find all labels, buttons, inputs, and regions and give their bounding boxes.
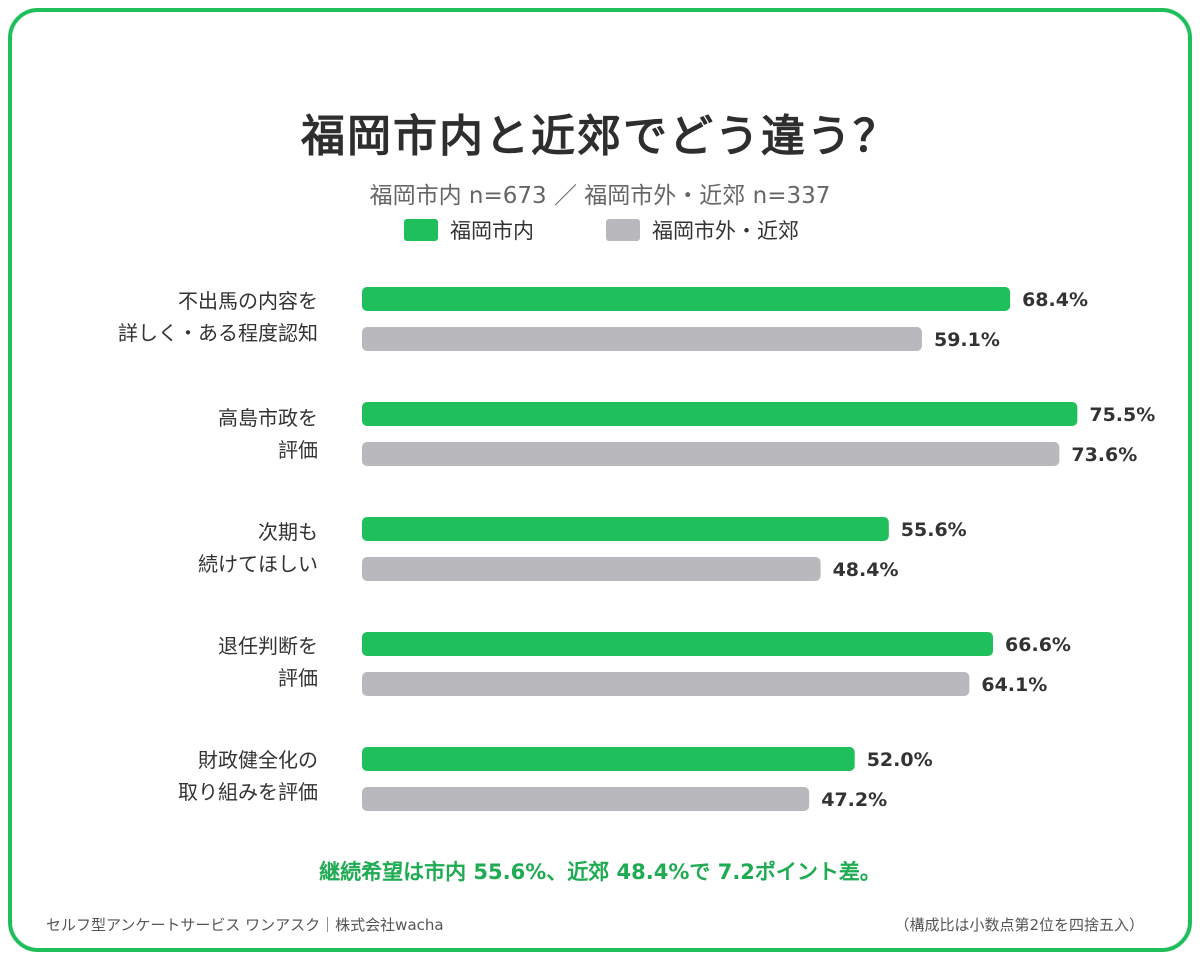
category-label-awareness: 不出馬の内容を 詳しく・ある程度認知 xyxy=(18,285,318,349)
category-label-line: 退任判断を xyxy=(218,634,318,658)
bar-outside-suburbs-0 xyxy=(362,327,922,351)
category-label-line: 詳しく・ある程度認知 xyxy=(118,321,318,345)
bar-fukuoka-city-4 xyxy=(362,747,855,771)
value-label-fukuoka-city-1: 75.5% xyxy=(1089,404,1155,426)
bar-outside-suburbs-2 xyxy=(362,557,821,581)
legend-label-fukuoka-city: 福岡市内 xyxy=(450,219,534,243)
bar-fukuoka-city-2 xyxy=(362,517,889,541)
category-label-line: 不出馬の内容を xyxy=(178,289,318,313)
bar-fukuoka-city-3 xyxy=(362,632,994,656)
category-label-line: 続けてほしい xyxy=(198,552,318,576)
value-label-fukuoka-city-2: 55.6% xyxy=(901,519,967,541)
legend-label-outside-suburbs: 福岡市外・近郊 xyxy=(652,219,799,243)
footer-credit: セルフ型アンケートサービス ワンアスク｜株式会社wacha xyxy=(46,916,444,934)
bar-outside-suburbs-1 xyxy=(362,442,1060,466)
legend-item-outside-suburbs: 福岡市外・近郊 xyxy=(606,216,799,244)
chart-footnote: 継続希望は市内 55.6%、近郊 48.4%で 7.2ポイント差。 xyxy=(319,860,881,884)
bar-fukuoka-city-1 xyxy=(362,402,1078,426)
value-label-outside-suburbs-4: 47.2% xyxy=(821,789,887,811)
footer-rounding-note: （構成比は小数点第2位を四捨五入） xyxy=(894,916,1144,934)
category-label-line: 財政健全化の xyxy=(198,748,318,772)
value-label-outside-suburbs-3: 64.1% xyxy=(981,674,1047,696)
category-label-line: 高島市政を xyxy=(218,406,318,430)
chart-title: 福岡市内と近郊でどう違う？ xyxy=(301,111,899,162)
category-label-line: 評価 xyxy=(278,666,318,690)
bar-outside-suburbs-4 xyxy=(362,787,810,811)
value-label-fukuoka-city-4: 52.0% xyxy=(867,749,933,771)
value-label-outside-suburbs-0: 59.1% xyxy=(934,329,1000,351)
category-label-evaluate-administration: 高島市政を 評価 xyxy=(18,402,318,466)
category-label-continue: 次期も 続けてほしい xyxy=(18,516,318,580)
legend-swatch-outside-suburbs xyxy=(606,219,640,241)
category-label-line: 取り組みを評価 xyxy=(178,780,318,804)
chart-subtitle: 福岡市内 n=673 ／ 福岡市外・近郊 n=337 xyxy=(369,183,831,209)
category-label-fiscal-health: 財政健全化の 取り組みを評価 xyxy=(18,744,318,808)
category-label-line: 次期も xyxy=(258,520,318,544)
legend-swatch-fukuoka-city xyxy=(404,219,438,241)
bar-fukuoka-city-0 xyxy=(362,287,1011,311)
value-label-outside-suburbs-2: 48.4% xyxy=(833,559,899,581)
bar-outside-suburbs-3 xyxy=(362,672,970,696)
legend-item-fukuoka-city: 福岡市内 xyxy=(404,216,534,244)
category-label-line: 評価 xyxy=(278,438,318,462)
value-label-fukuoka-city-0: 68.4% xyxy=(1022,289,1088,311)
value-label-fukuoka-city-3: 66.6% xyxy=(1005,634,1071,656)
value-label-outside-suburbs-1: 73.6% xyxy=(1071,444,1137,466)
category-label-retirement-decision: 退任判断を 評価 xyxy=(18,630,318,694)
